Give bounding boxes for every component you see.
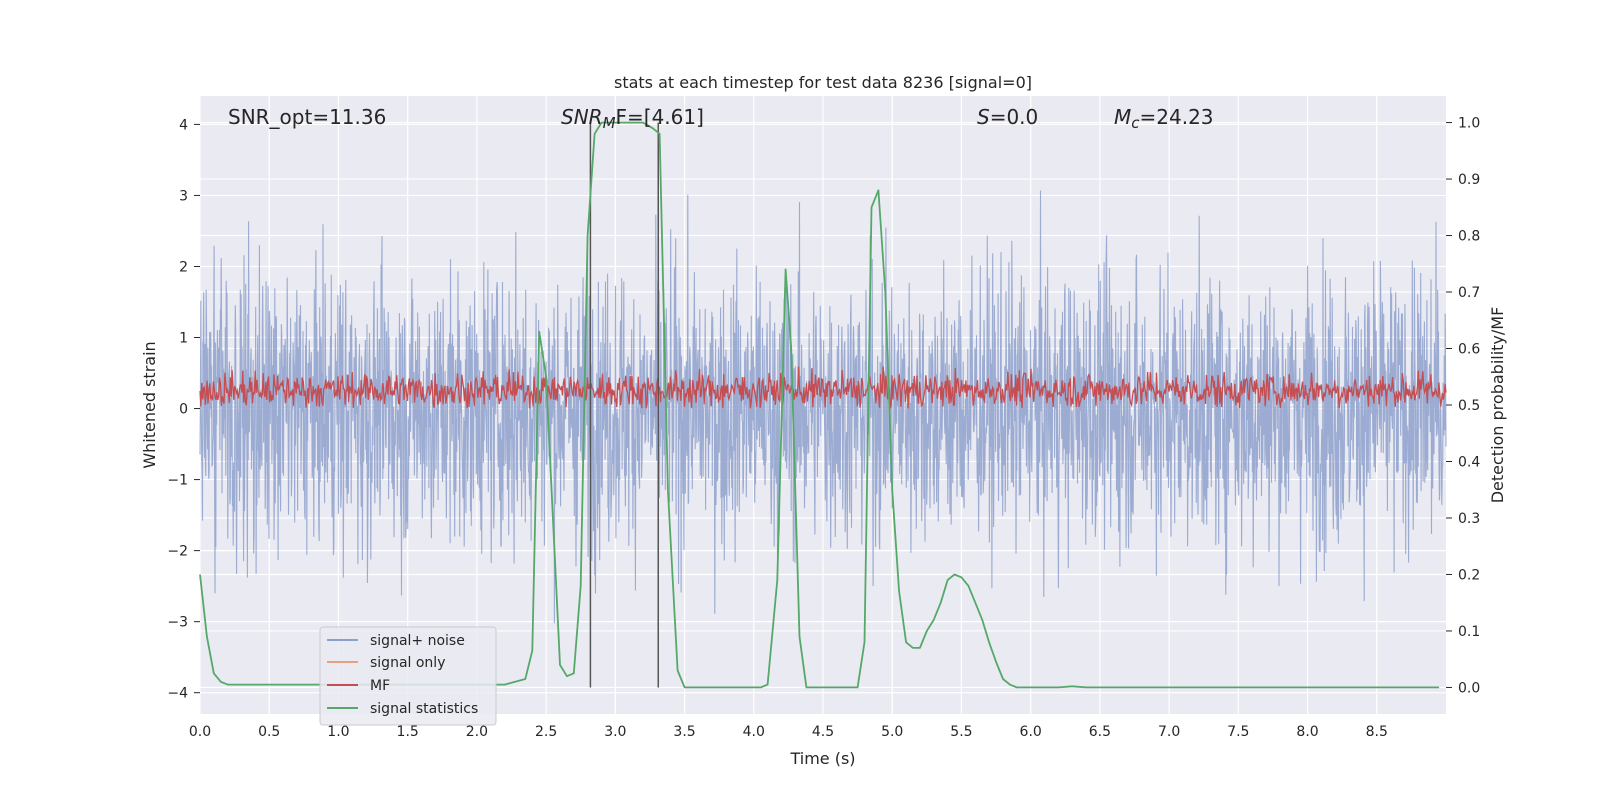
snr-mf-sub: M (603, 114, 616, 132)
y-axis-right-label: Detection probability/MF (1488, 307, 1507, 504)
snr-mf-annotation: SNRMF=[4.61] (561, 105, 704, 132)
y-tick-label: 3 (179, 188, 188, 204)
legend-label-signal-only: signal only (370, 655, 445, 671)
y-right-tick-label: 0.6 (1458, 342, 1480, 358)
x-axis: 0.0 0.5 1.0 1.5 2.0 2.5 3.0 3.5 4.0 4.5 5.0 5.5 6.0 6… (189, 724, 1388, 740)
y-right-tick-label: 0.2 (1458, 567, 1480, 583)
legend-entry-signal-statistics: signal statistics (327, 701, 478, 717)
legend: signal+ noise signal only MF signal stat… (319, 626, 497, 726)
x-tick-label: 5.5 (950, 724, 972, 740)
y-tick-label: 0 (179, 402, 188, 418)
y-right-tick-label: 0.4 (1458, 454, 1480, 470)
y-right-tick-label: 0.9 (1458, 172, 1480, 188)
signal-noise-series (199, 190, 1447, 624)
y-tick-label: −4 (167, 686, 188, 702)
snr-mf-rest: F=[4.61] (616, 105, 704, 129)
x-tick-label: 7.5 (1227, 724, 1249, 740)
s-value: =0.0 (990, 105, 1039, 129)
x-tick-label: 2.5 (535, 724, 557, 740)
s-symbol: S (977, 105, 990, 129)
x-tick-label: 3.5 (673, 724, 695, 740)
x-tick-label: 8.5 (1366, 724, 1388, 740)
signal-statistics-line (199, 121, 1440, 689)
x-tick-label: 0.5 (258, 724, 280, 740)
y-tick-label: 1 (179, 331, 188, 347)
signal-statistics-series (199, 121, 1440, 689)
x-tick-label: 6.5 (1089, 724, 1111, 740)
signal-noise-line (199, 190, 1447, 624)
mf-line (199, 366, 1447, 409)
x-tick-label: 8.0 (1296, 724, 1318, 740)
y-right-tick-label: 0.5 (1458, 398, 1480, 414)
legend-entry-signal-noise: signal+ noise (327, 633, 465, 649)
x-tick-label: 3.0 (604, 724, 626, 740)
x-tick-label: 7.0 (1158, 724, 1180, 740)
legend-box (319, 626, 497, 726)
legend-label-signal-noise: signal+ noise (370, 633, 465, 649)
s-annotation: S=0.0 (977, 105, 1038, 129)
x-tick-label: 1.0 (327, 724, 349, 740)
y-right-tick-label: 0.3 (1458, 511, 1480, 527)
y-tick-label: −3 (167, 615, 188, 631)
legend-label-signal-statistics: signal statistics (370, 701, 478, 717)
x-tick-label: 1.5 (397, 724, 419, 740)
y-axis-label: Whitened strain (140, 341, 159, 468)
y-right-tick-label: 0.0 (1458, 680, 1480, 696)
y-right-tick-label: 0.1 (1458, 624, 1480, 640)
legend-label-mf: MF (370, 678, 390, 694)
y-tick-label: 4 (179, 117, 188, 133)
chart-title: stats at each timestep for test data 823… (614, 73, 1032, 92)
vertical-markers (589, 122, 660, 688)
mf-series (199, 366, 1447, 409)
snr-mf-base: SNR (561, 105, 603, 129)
mc-annotation: Mc=24.23 (1114, 105, 1214, 132)
y-tick-label: 2 (179, 259, 188, 275)
mc-symbol: M (1114, 105, 1131, 129)
legend-entry-signal-only: signal only (327, 655, 445, 671)
x-axis-label: Time (s) (789, 749, 855, 768)
x-tick-label: 4.0 (743, 724, 765, 740)
x-tick-label: 2.0 (466, 724, 488, 740)
x-tick-label: 0.0 (189, 724, 211, 740)
y-right-tick-label: 0.7 (1458, 285, 1480, 301)
y-tick-label: −1 (167, 473, 188, 489)
mc-sub: c (1131, 114, 1140, 132)
y-axis-left: 4 3 2 1 0 −1 −2 −3 −4 (167, 117, 200, 702)
x-tick-label: 6.0 (1020, 724, 1042, 740)
y-right-tick-label: 1.0 (1458, 116, 1480, 132)
y-right-tick-label: 0.8 (1458, 229, 1480, 245)
x-tick-label: 5.0 (881, 724, 903, 740)
mc-value: =24.23 (1140, 105, 1214, 129)
y-tick-label: −2 (167, 544, 188, 560)
y-axis-right: 1.0 0.9 0.8 0.7 0.6 0.5 0.4 0.3 0.2 0.1 0.0 (1446, 116, 1480, 696)
legend-entry-mf: MF (327, 678, 390, 694)
snr-opt-annotation: SNR_opt=11.36 (228, 105, 386, 129)
x-tick-label: 4.5 (812, 724, 834, 740)
